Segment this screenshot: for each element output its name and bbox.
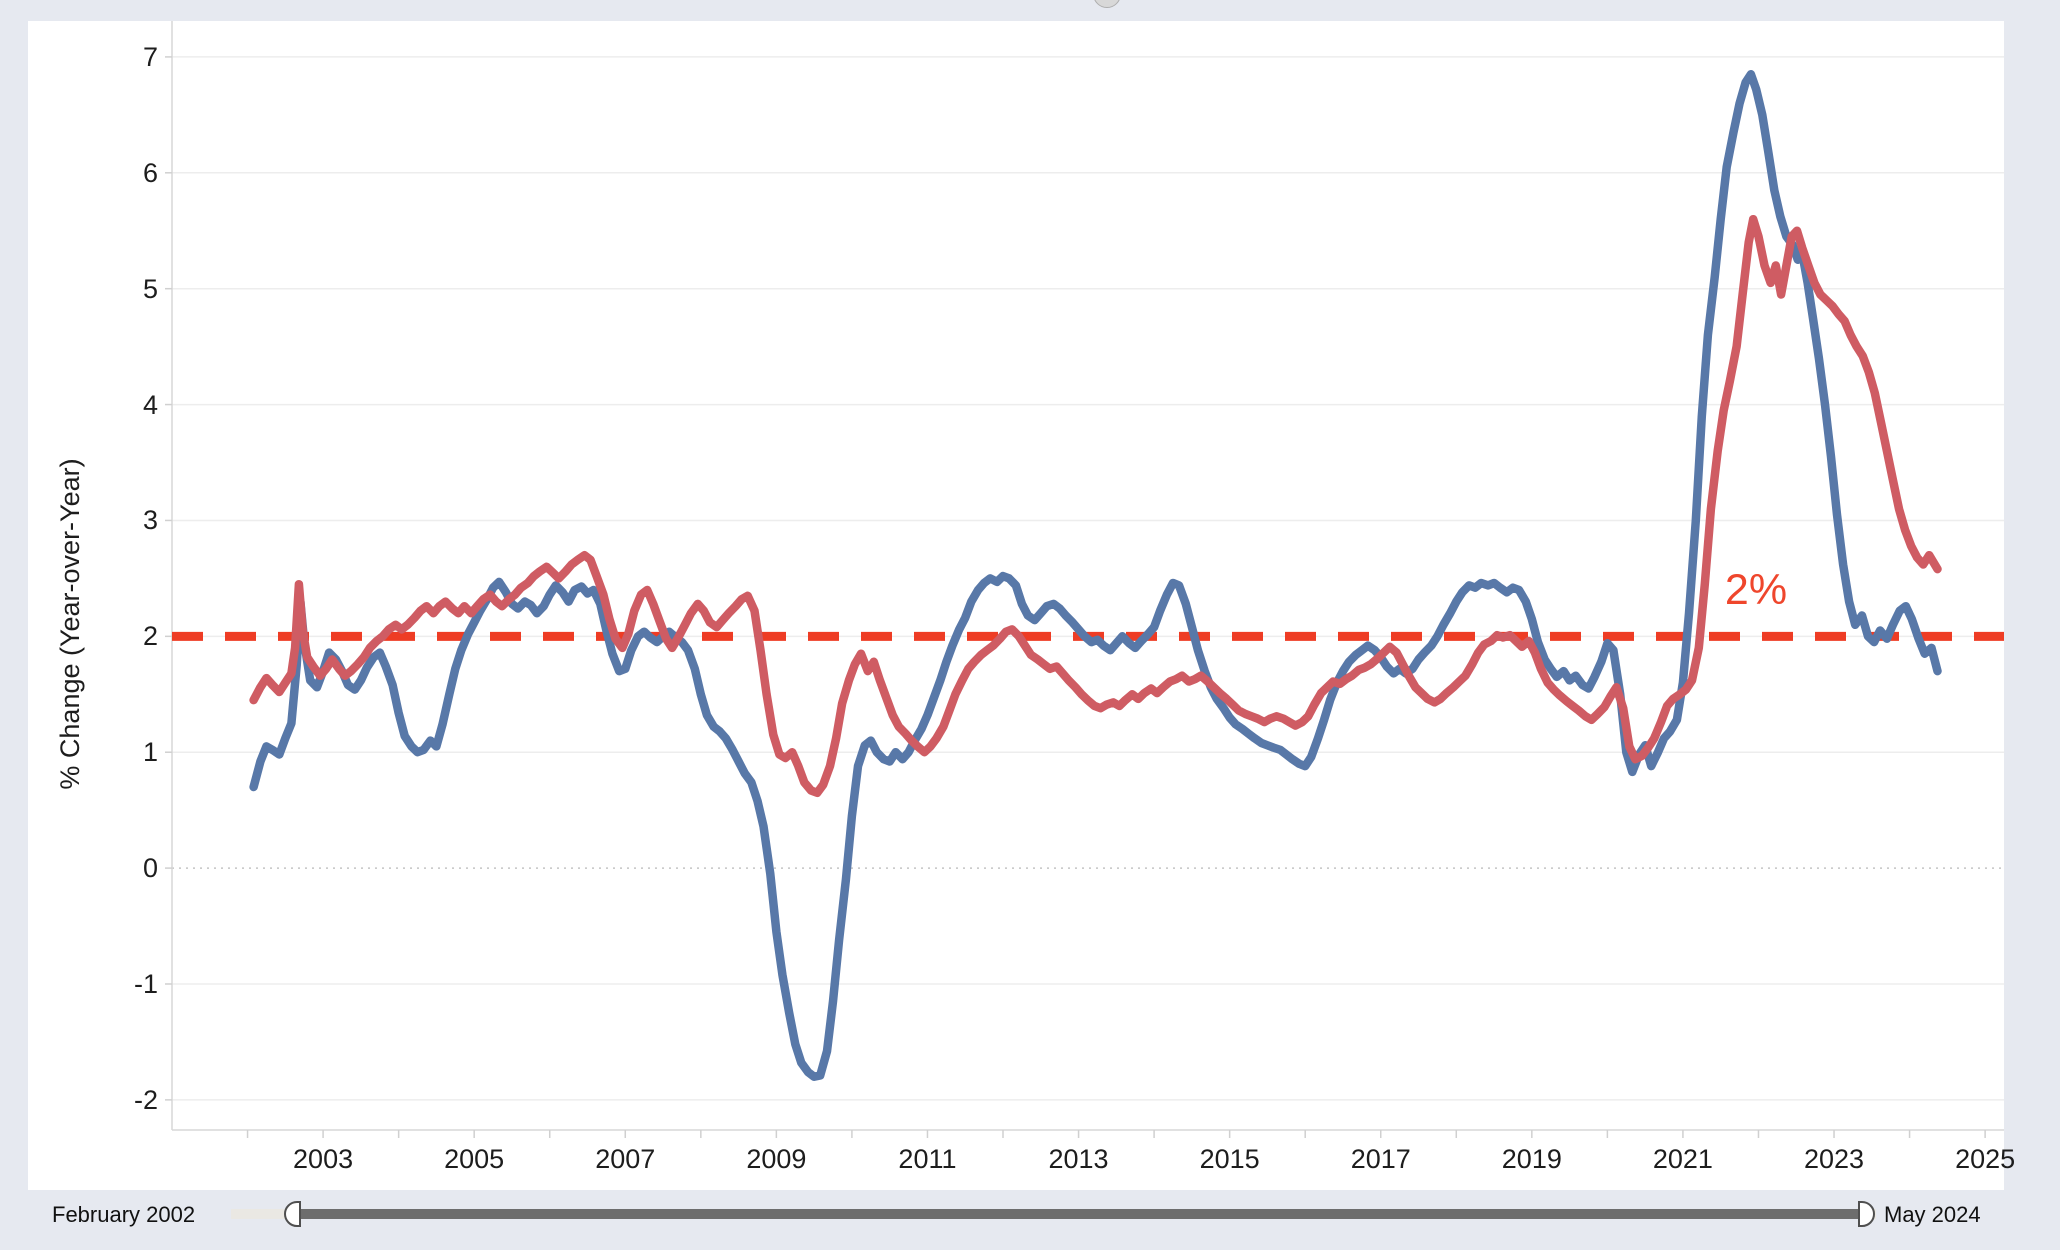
y-tick-label: 7 (142, 41, 158, 72)
x-tick-label: 2017 (1350, 1144, 1411, 1174)
x-tick-label: 2021 (1652, 1144, 1713, 1174)
blue-line (249, 70, 1942, 1081)
two-percent-annotation: 2% (1724, 566, 1788, 614)
x-tick-label: 2025 (1955, 1144, 2016, 1174)
y-tick-label: 1 (142, 737, 158, 768)
x-tick-label: 2009 (746, 1144, 807, 1174)
y-tick-label: -1 (133, 968, 158, 999)
y-tick-label: 4 (142, 389, 158, 420)
red-line (249, 214, 1942, 798)
x-tick-label: 2005 (444, 1144, 505, 1174)
slider-end-label: May 2024 (1884, 1202, 1981, 1227)
x-tick-label: 2013 (1048, 1144, 1109, 1174)
y-tick-label: 5 (142, 273, 158, 304)
x-tick-label: 2007 (595, 1144, 656, 1174)
y-tick-label: 6 (142, 157, 158, 188)
y-tick-label: -2 (133, 1084, 158, 1115)
x-tick-label: 2015 (1199, 1144, 1260, 1174)
x-tick-label: 2003 (293, 1144, 354, 1174)
slider-right-handle[interactable] (1858, 1201, 1875, 1227)
y-tick-label: 3 (142, 505, 158, 536)
chart-card (28, 21, 2004, 1190)
slider-left-handle[interactable] (284, 1201, 301, 1227)
y-tick-label: 2 (142, 621, 158, 652)
slider-start-label: February 2002 (52, 1202, 196, 1227)
x-tick-label: 2011 (898, 1144, 957, 1174)
x-tick-label: 2019 (1501, 1144, 1562, 1174)
y-tick-label: 0 (142, 853, 158, 884)
x-tick-label: 2023 (1803, 1144, 1865, 1174)
y-axis-title: % Change (Year-over-Year) (55, 458, 85, 790)
slider-selected-range[interactable] (301, 1209, 1858, 1219)
